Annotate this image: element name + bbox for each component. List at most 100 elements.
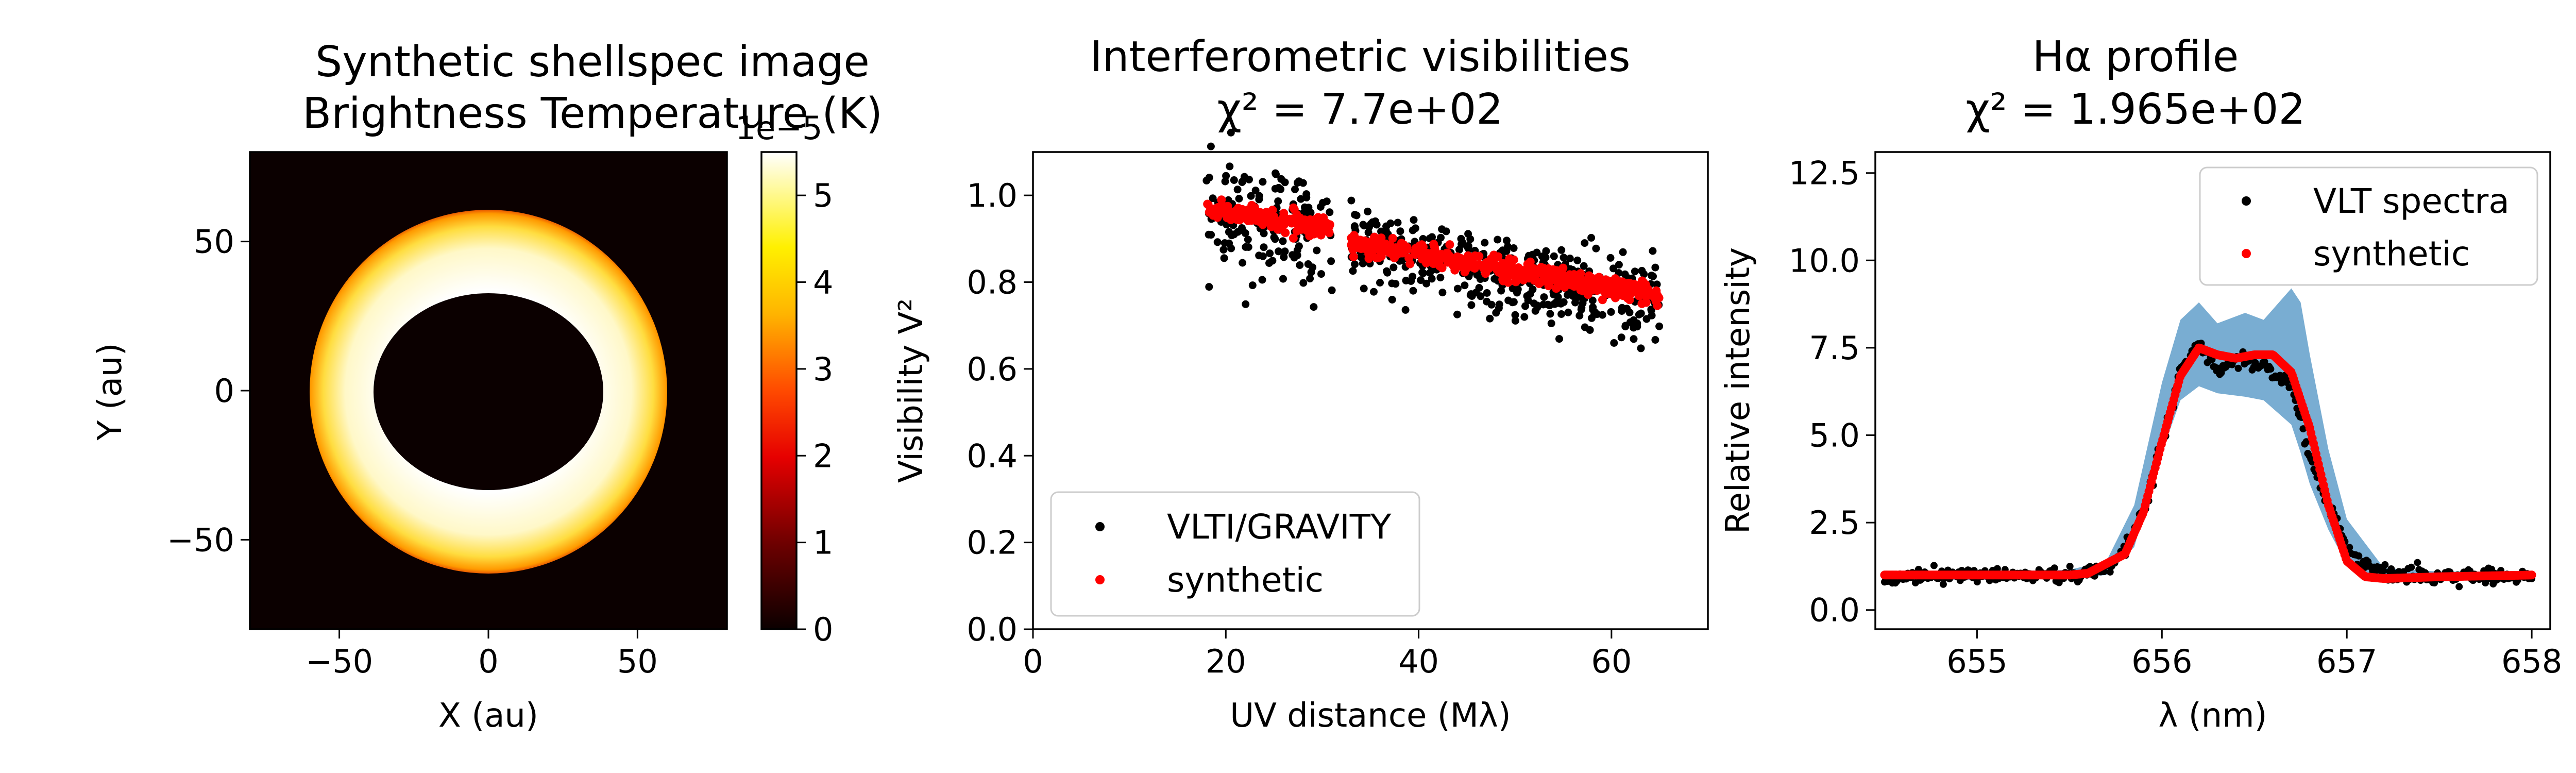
image-x-label: X (au) [438, 697, 538, 735]
visibility-point [1396, 227, 1404, 236]
visibility-x-tick-label: 20 [1206, 643, 1246, 680]
visibility-point [1553, 282, 1563, 291]
visibility-point [1220, 254, 1228, 262]
visibility-point [1244, 236, 1252, 244]
visibility-point [1482, 260, 1492, 269]
colorbar-tick-label: 3 [813, 350, 833, 388]
visibility-point [1306, 215, 1315, 224]
halpha-point [2380, 567, 2387, 575]
visibility-point [1383, 268, 1392, 277]
colorbar-tick-label: 5 [813, 177, 833, 214]
halpha-point [2527, 570, 2536, 580]
visibility-point [1221, 239, 1229, 247]
visibility-point [1279, 275, 1287, 283]
visibility-point [1281, 178, 1289, 187]
visibility-point [1492, 262, 1501, 271]
visibility-point [1576, 269, 1585, 278]
visibility-point [1459, 239, 1467, 247]
visibility-point [1208, 207, 1217, 216]
visibility-point [1585, 281, 1594, 291]
halpha-point [2267, 365, 2275, 373]
visibility-point [1541, 265, 1551, 275]
visibility-point [1489, 255, 1499, 264]
halpha-point [2408, 563, 2415, 571]
visibility-point [1483, 297, 1491, 306]
visibility-point [1327, 257, 1335, 265]
visibility-point [1651, 263, 1659, 272]
visibility-point [1307, 209, 1315, 217]
visibility-point [1494, 236, 1502, 244]
halpha-point [2302, 438, 2310, 446]
visibility-point [1359, 221, 1367, 229]
halpha-point [2055, 579, 2063, 586]
image-x-tick-label: −50 [306, 643, 373, 680]
visibility-point [1436, 274, 1445, 282]
visibility-point [1289, 233, 1298, 243]
halpha-y-tick-label: 12.5 [1789, 155, 1860, 192]
visibility-point [1495, 304, 1503, 312]
visibility-point [1621, 323, 1630, 331]
visibility-point [1409, 287, 1417, 295]
visibility-point [1372, 254, 1381, 263]
visibility-y-tick-label: 0.6 [967, 350, 1018, 388]
visibility-point [1232, 215, 1242, 224]
visibility-point [1349, 252, 1358, 261]
halpha-x-tick-label: 656 [2131, 643, 2192, 680]
visibility-point [1557, 310, 1566, 318]
visibility-point [1270, 233, 1278, 241]
visibility-y-tick-label: 0.4 [967, 437, 1018, 475]
visibility-point [1351, 260, 1359, 268]
visibility-point [1347, 196, 1355, 205]
visibility-point [1649, 247, 1657, 255]
visibility-title-line-2: χ² = 7.7e+02 [1217, 85, 1503, 134]
visibility-point [1571, 298, 1579, 307]
visibility-point [1625, 295, 1634, 305]
visibility-point [1546, 310, 1554, 318]
visibility-point [1524, 296, 1532, 305]
visibility-point [1449, 261, 1458, 270]
visibility-point [1560, 273, 1569, 282]
visibility-point [1633, 323, 1641, 331]
halpha-y-tick-label: 5.0 [1809, 416, 1860, 454]
visibility-point [1566, 255, 1574, 262]
visibility-axes-frame [1032, 151, 1709, 630]
visibility-point [1637, 309, 1645, 317]
visibility-point [1235, 195, 1243, 203]
visibility-point [1405, 259, 1415, 268]
halpha-point [2414, 559, 2421, 566]
visibility-point [1618, 307, 1626, 315]
halpha-legend: VLT spectra synthetic [2199, 166, 2538, 286]
visibility-point [1461, 281, 1469, 290]
colorbar-tick-label: 2 [813, 437, 833, 475]
visibility-point [1509, 255, 1518, 264]
visibility-point [1460, 267, 1469, 277]
visibility-point [1467, 290, 1475, 298]
visibility-point [1260, 243, 1268, 251]
visibility-point [1555, 335, 1563, 343]
visibility-point [1350, 241, 1360, 250]
image-panel: Synthetic shellspec image Brightness Tem… [91, 38, 883, 735]
visibility-point [1486, 314, 1494, 323]
visibility-point [1207, 231, 1215, 239]
visibility-point [1397, 239, 1406, 248]
visibility-point [1227, 128, 1235, 137]
visibility-point [1388, 233, 1397, 243]
visibility-point [1304, 260, 1312, 268]
visibility-point [1411, 224, 1419, 232]
visibility-point [1547, 320, 1555, 327]
colorbar-offset-label: 1e−5 [736, 109, 823, 147]
visibility-point [1221, 177, 1229, 186]
colorbar [761, 152, 796, 629]
visibility-point [1550, 252, 1558, 260]
visibility-point [1317, 270, 1325, 278]
visibility-point [1497, 287, 1505, 295]
visibility-point [1529, 285, 1537, 293]
visibility-point [1301, 203, 1309, 211]
visibility-point [1422, 279, 1431, 288]
visibility-point [1382, 246, 1391, 255]
visibility-point [1503, 278, 1513, 287]
visibility-point [1609, 264, 1617, 273]
visibility-point [1377, 227, 1385, 236]
visibility-y-label: Visibility V² [892, 298, 930, 483]
halpha-y-tick-label: 7.5 [1809, 329, 1860, 367]
